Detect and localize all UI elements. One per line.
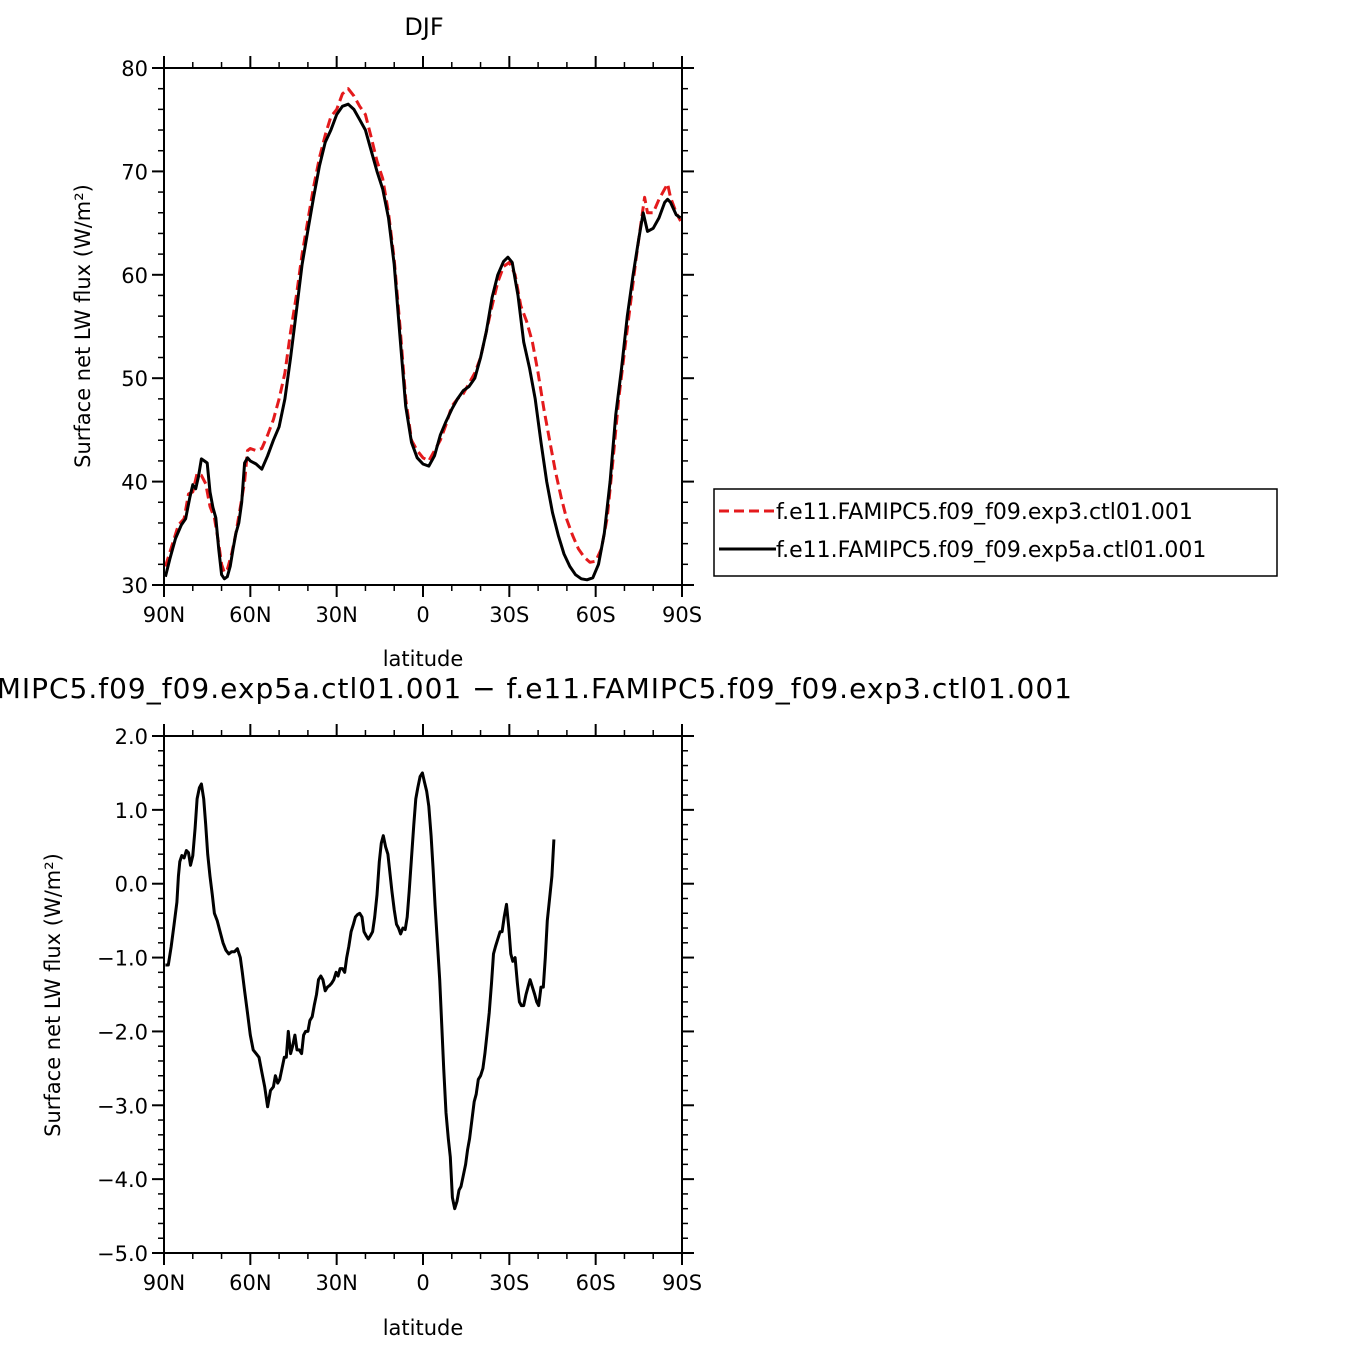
y-tick-label: 70 <box>121 160 148 184</box>
y-tick-label: 50 <box>121 367 148 391</box>
y-tick-label: −3.0 <box>97 1094 148 1118</box>
x-tick-label: 0 <box>416 1271 429 1295</box>
y-tick-label: 2.0 <box>115 725 148 749</box>
y-tick-label: 30 <box>121 574 148 598</box>
x-tick-label: 60S <box>576 603 616 627</box>
y-tick-label: 60 <box>121 264 148 288</box>
series-lines <box>163 87 682 582</box>
x-axis-ticks-bottom: 90N 60N 30N 0 30S 60S 90S <box>143 724 702 1295</box>
x-axis-label-bottom: latitude <box>383 1316 464 1340</box>
x-tick-label: 30S <box>489 1271 529 1295</box>
legend-label-exp3: f.e11.FAMIPC5.f09_f09.exp3.ctl01.001 <box>776 500 1193 525</box>
y-tick-label: 0.0 <box>115 873 148 897</box>
y-axis-label: Surface net LW flux (W/m²) <box>71 184 95 468</box>
chart-title: DJF <box>404 13 443 41</box>
x-tick-label: 90N <box>143 1271 185 1295</box>
legend-label-exp5a: f.e11.FAMIPC5.f09_f09.exp5a.ctl01.001 <box>776 538 1206 563</box>
y-tick-label: −5.0 <box>97 1242 148 1266</box>
y-tick-label: −4.0 <box>97 1168 148 1192</box>
panel-top: DJF 30 40 50 60 70 80 90N 60N 30N 0 30S 60S 90S lat… <box>71 13 1278 671</box>
x-tick-label: 0 <box>416 603 429 627</box>
y-tick-label: −2.0 <box>97 1020 148 1044</box>
series-line-difference <box>165 771 556 1211</box>
difference-series-line <box>165 771 556 1211</box>
x-tick-label: 90S <box>662 1271 702 1295</box>
x-axis-label: latitude <box>383 647 464 671</box>
y-tick-label: 40 <box>121 471 148 495</box>
plot-frame <box>163 67 683 586</box>
x-tick-label: 30S <box>489 603 529 627</box>
y-axis-label-bottom: Surface net LW flux (W/m²) <box>41 853 65 1137</box>
series-line-exp5a <box>163 102 682 582</box>
x-axis-ticks: 90N 60N 30N 0 30S 60S 90S <box>143 56 702 627</box>
legend: f.e11.FAMIPC5.f09_f09.exp3.ctl01.001 f.e… <box>713 488 1278 577</box>
y-axis-ticks-bottom: −5.0 −4.0 −3.0 −2.0 −1.0 0.0 1.0 2.0 <box>97 725 694 1266</box>
x-tick-label: 60S <box>576 1271 616 1295</box>
plot-frame-bottom <box>163 735 683 1254</box>
y-tick-label: −1.0 <box>97 947 148 971</box>
panel-bottom: f.e11.FAMIPC5.f09_f09.exp5a.ctl01.001 − … <box>0 672 1073 1340</box>
y-axis-ticks: 30 40 50 60 70 80 <box>121 57 694 598</box>
y-tick-label: 1.0 <box>115 799 148 823</box>
x-tick-label: 60N <box>229 603 271 627</box>
x-tick-label: 30N <box>315 603 357 627</box>
x-tick-label: 90N <box>143 603 185 627</box>
x-tick-label: 30N <box>315 1271 357 1295</box>
y-tick-label: 80 <box>121 57 148 81</box>
x-tick-label: 60N <box>229 1271 271 1295</box>
difference-title: f.e11.FAMIPC5.f09_f09.exp5a.ctl01.001 − … <box>0 672 1073 705</box>
legend-box <box>713 488 1278 577</box>
x-tick-label: 90S <box>662 603 702 627</box>
